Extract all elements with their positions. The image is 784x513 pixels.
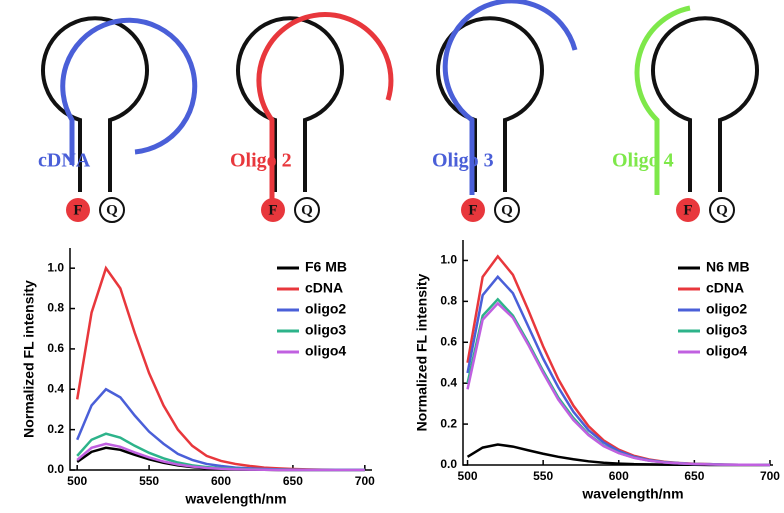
y-tick-label: 0.4 [47,381,64,395]
x-tick-label: 600 [609,469,629,483]
y-tick-label: 0.8 [47,301,64,315]
series-line [76,432,365,472]
fluorophore-label: F [468,202,477,218]
y-tick-label: 1.0 [47,260,64,274]
x-tick-label: 500 [458,469,478,483]
legend-label: N6 MB [706,259,750,275]
target-strand [634,5,691,195]
x-tick-label: 550 [139,474,159,488]
x-axis-label: wavelength/nm [581,486,683,502]
fluorophore-label: F [683,202,692,218]
probe-diagram: Oligo 4 F Q [612,5,759,223]
probe-diagram: cDNA F Q [38,16,198,223]
series-line [466,301,770,467]
target-strand [442,0,578,195]
hairpin [651,16,759,192]
quencher [294,197,320,223]
fluorophore [261,198,285,222]
legend-label: oligo3 [706,322,747,338]
probe-diagram: Oligo 3 F Q [432,0,578,223]
legend-label: oligo4 [305,343,346,359]
series-line [76,442,365,472]
y-tick-label: 0.4 [440,375,457,389]
fluorophore [461,198,485,222]
target-label: Oligo 3 [432,150,494,172]
fluorophore-label: F [73,202,82,218]
target-label: cDNA [38,150,91,172]
legend-label: oligo2 [305,301,346,317]
x-tick-label: 550 [533,469,553,483]
chart: 0.0 0.2 0.4 0.6 0.8 1.0 500 550 600 650 700 wavelen… [414,240,780,502]
quencher [709,197,735,223]
quencher-label: Q [501,202,513,218]
series-line [76,387,365,472]
legend-label: oligo3 [305,322,346,338]
x-tick-label: 700 [355,474,375,488]
x-tick-label: 500 [67,474,87,488]
y-tick-label: 0.0 [47,462,64,476]
y-tick-label: 0.6 [47,341,64,355]
target-strand [60,17,198,165]
y-tick-label: 0.2 [47,422,64,436]
x-tick-label: 700 [760,469,780,483]
legend-label: cDNA [305,280,343,296]
target-strand [256,12,394,200]
fluorophore [66,198,90,222]
fluorophore-label: F [268,202,277,218]
x-tick-label: 650 [684,469,704,483]
quencher-label: Q [301,202,313,218]
x-axis-label: wavelength/nm [184,491,286,507]
fluorophore [676,198,700,222]
quencher [99,197,125,223]
y-tick-label: 1.0 [440,253,457,267]
x-tick-label: 600 [211,474,231,488]
chart: 0.0 0.2 0.4 0.6 0.8 1.0 500 550 600 650 700 wavelen… [21,248,375,507]
quencher [494,197,520,223]
legend-label: oligo2 [706,301,747,317]
legend-label: cDNA [706,280,744,296]
hairpin [436,16,544,192]
y-axis-label: Normalized FL intensity [414,273,430,431]
legend-label: F6 MB [305,259,347,275]
hairpin [41,16,149,192]
y-axis-label: Normalized FL intensity [21,280,37,438]
y-tick-label: 0.6 [440,334,457,348]
x-tick-label: 650 [283,474,303,488]
y-tick-label: 0.0 [440,457,457,471]
quencher-label: Q [106,202,118,218]
y-tick-label: 0.8 [440,294,457,308]
quencher-label: Q [716,202,728,218]
target-label: Oligo 4 [612,150,674,172]
legend-label: oligo4 [706,343,747,359]
y-tick-label: 0.2 [440,416,457,430]
probe-diagram: Oligo 2 F Q [230,12,394,223]
target-label: Oligo 2 [230,150,292,172]
series-line [75,265,365,472]
hairpin [236,16,344,192]
